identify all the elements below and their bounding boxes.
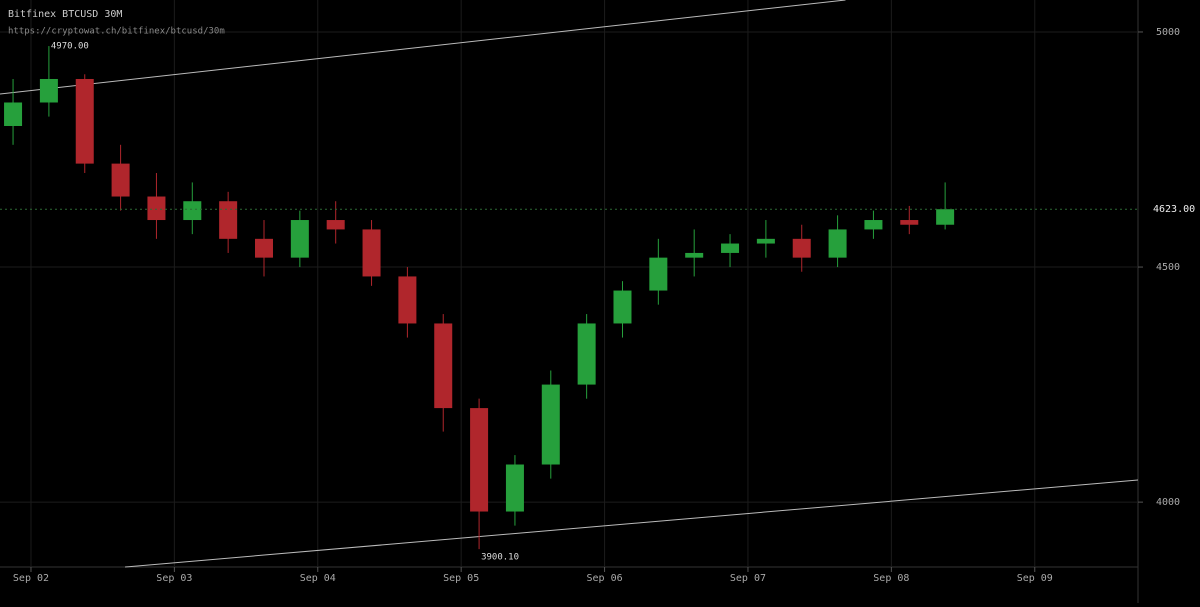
x-tick-label: Sep 05 [443, 573, 479, 584]
candle-body [900, 220, 919, 225]
x-tick-label: Sep 07 [730, 573, 766, 584]
x-tick-label: Sep 09 [1017, 573, 1053, 584]
chart-subtitle: https://cryptowat.ch/bitfinex/btcusd/30m [8, 27, 225, 37]
candle-body [75, 78, 94, 164]
candle-body [398, 276, 417, 324]
candle-body [864, 220, 883, 230]
y-tick-label: 4500 [1156, 262, 1180, 273]
candle-body [577, 323, 596, 385]
candle-body [147, 196, 166, 221]
x-tick-label: Sep 04 [300, 573, 336, 584]
candle-body [39, 78, 58, 103]
candle-body [936, 209, 955, 225]
candle-body [613, 290, 632, 324]
trendline [124, 479, 1139, 568]
candle-body [470, 408, 489, 512]
candle-body [649, 257, 668, 291]
candle-body [111, 163, 130, 197]
candle-body [792, 238, 811, 258]
candle-body [828, 229, 847, 258]
x-tick-label: Sep 08 [873, 573, 909, 584]
candle-body [4, 102, 23, 126]
candle-body [541, 384, 560, 465]
last-price-label: 4623.00 [1153, 204, 1195, 215]
candle-body [721, 243, 740, 253]
candle-body [505, 464, 524, 512]
y-tick-label: 4000 [1156, 497, 1180, 508]
candle-body [183, 201, 202, 221]
x-tick-label: Sep 06 [587, 573, 623, 584]
trendline [0, 0, 846, 95]
price-annotation: 4970.00 [51, 42, 89, 52]
candle-body [685, 252, 704, 258]
candle-body [254, 238, 273, 258]
price-annotation: 3900.10 [481, 553, 519, 563]
x-tick-label: Sep 03 [156, 573, 192, 584]
candle-body [290, 220, 309, 258]
y-tick-label: 5000 [1156, 27, 1180, 38]
x-tick-label: Sep 02 [13, 573, 49, 584]
chart-title: Bitfinex BTCUSD 30M [8, 9, 122, 20]
candle-body [326, 220, 345, 230]
candle-body [434, 323, 453, 409]
candle-body [362, 229, 381, 277]
candle-body [756, 238, 775, 244]
candle-body [219, 201, 238, 239]
